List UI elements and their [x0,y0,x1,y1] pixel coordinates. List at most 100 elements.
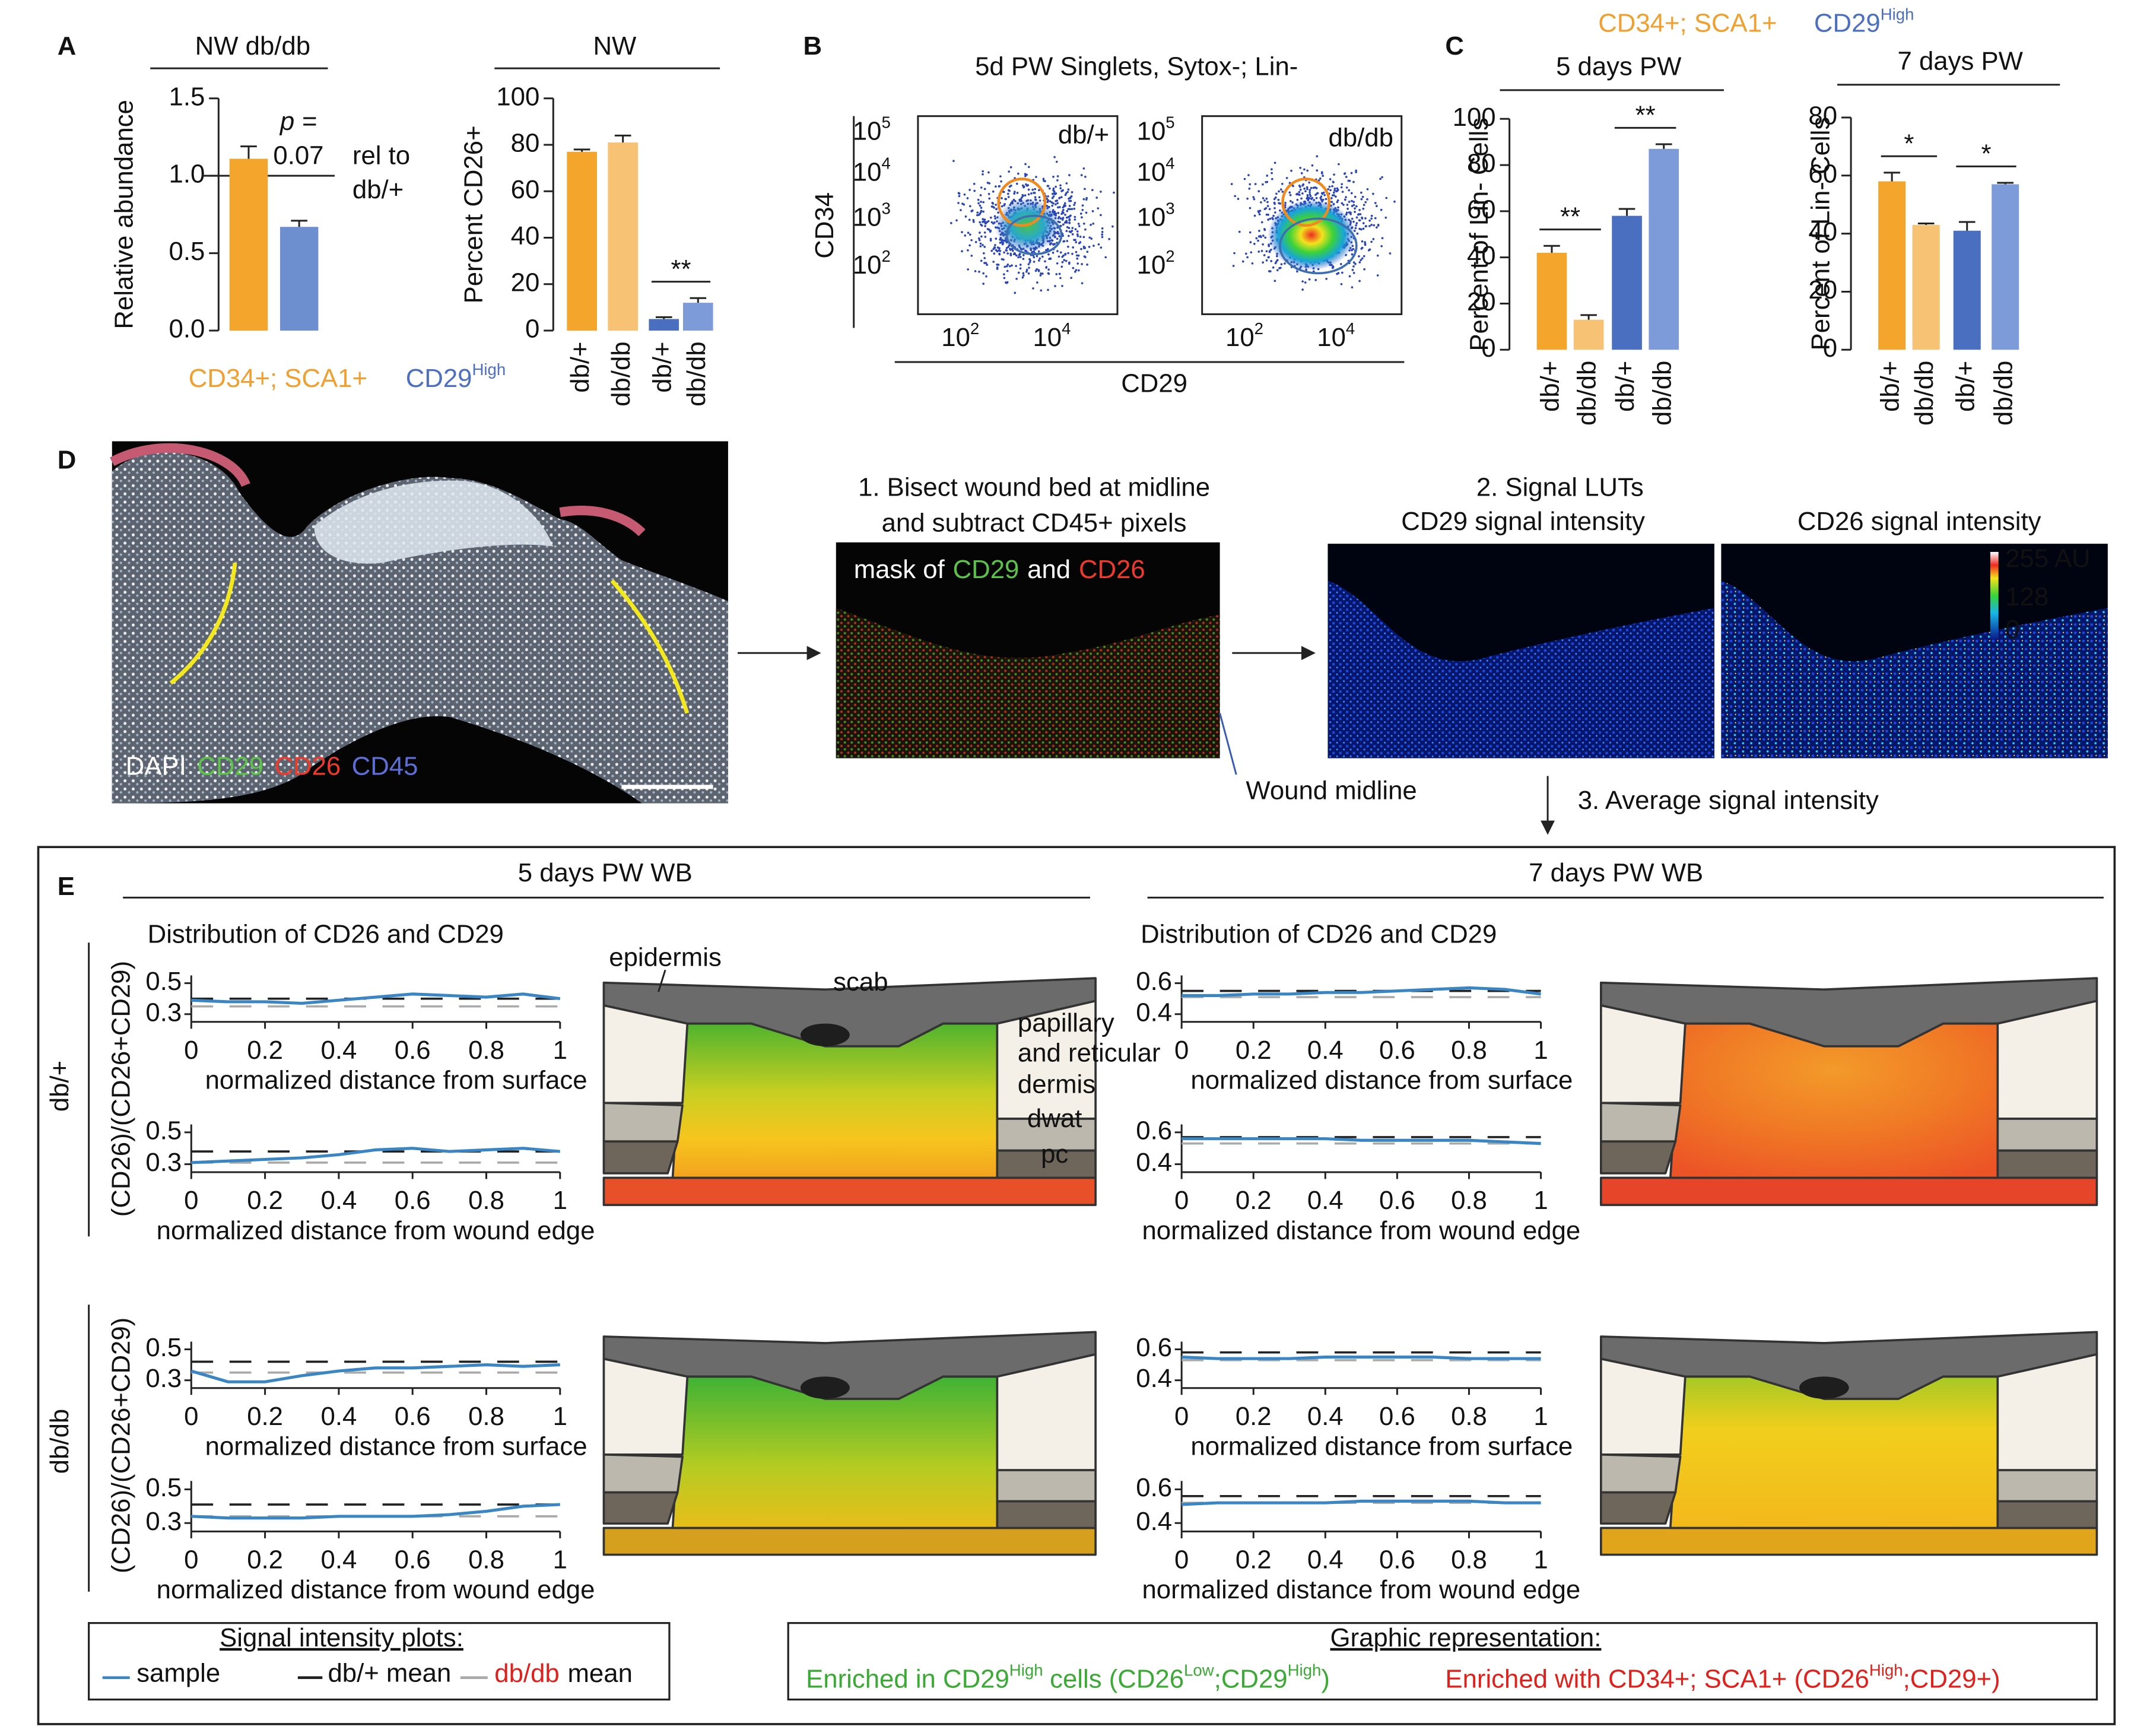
flow-event [1345,196,1347,199]
flow-event [987,220,990,223]
flow-event [1052,192,1054,195]
flow-event [1278,190,1280,193]
flow-event [1264,236,1267,239]
text-run: CD29 [953,555,1020,584]
flow-event [1059,217,1062,220]
text-run: 5 [881,113,890,131]
y-tick-label: 0 [525,315,539,344]
flow-event [1069,214,1072,217]
flow-event [1003,277,1006,280]
flow-event [1309,193,1311,196]
x-axis-label: normalized distance from surface [1190,1432,1573,1461]
x-tick-label: 1 [1533,1402,1548,1431]
flow-event [1359,213,1362,215]
y-tick-label: 103 [1137,199,1175,231]
flow-event [983,231,986,234]
flow-event [1377,224,1380,226]
x-tick-label: 0 [1174,1186,1189,1215]
flow-event [1290,169,1292,172]
flow-event [1017,256,1020,259]
flow-event [1077,269,1080,272]
flow-event [1273,161,1276,164]
x-tick-label: 0.8 [468,1545,504,1575]
y-axis-label: CD34 [810,192,839,259]
y-tick-label: 0 [1823,334,1837,363]
flow-event [980,201,982,203]
legend-entry: Enriched with CD34+; SCA1+ (CD26High;CD2… [1445,1661,2000,1693]
text-run: Low [1184,1661,1214,1679]
flow-event [1075,254,1078,257]
legend-title: Graphic representation: [1330,1623,1602,1652]
flow-event [1351,286,1354,288]
flow-event [1005,247,1008,249]
flow-event [1339,263,1342,265]
flow-event [1361,195,1364,198]
flow-event [976,214,979,217]
flow-event [1046,201,1049,204]
flow-event [1358,280,1361,283]
sample-line [191,1503,560,1520]
flow-event [1247,174,1250,176]
flow-event [1064,214,1066,216]
flow-event [1367,249,1370,252]
x-tick-label: 0.2 [247,1036,283,1065]
flow-event [983,262,986,264]
flow-event [1074,215,1076,218]
subtitle: Distribution of CD26 and CD29 [148,919,504,948]
flow-event [1301,192,1304,195]
flow-event [1279,202,1281,205]
flow-event [1091,210,1094,212]
y-tick-label: 0.4 [1136,1507,1172,1536]
flow-event [1104,256,1107,259]
flow-event [1079,241,1082,243]
flow-event [1370,240,1373,243]
flow-event [1045,266,1047,269]
text-run: CD26 [1079,555,1145,584]
flow-event [1233,252,1236,255]
y-tick-label: 40 [511,221,540,250]
y-tick-label: 105 [853,113,891,145]
x-tick-label: 0.4 [321,1545,357,1575]
flow-event [992,261,995,263]
flow-event [1358,227,1361,230]
flow-event [1008,189,1011,192]
flow-event [1055,192,1057,195]
flow-event [1341,202,1344,205]
flow-event [1028,266,1030,269]
flow-event [1266,205,1269,207]
flow-event [1285,177,1288,179]
y-tick-label: 20 [511,268,540,297]
x-tick-label: 0.2 [1236,1036,1272,1065]
x-tick-label: 0.2 [247,1402,283,1431]
flow-event [1352,180,1355,183]
flow-event [977,202,980,205]
flow-event [1372,192,1374,195]
significance-label: ** [1560,202,1580,231]
flow-event [1249,231,1252,234]
flow-event [1376,205,1378,207]
flow-event [1019,264,1022,266]
flow-event [1071,191,1074,193]
flow-event [1299,188,1302,191]
flow-event [1053,190,1056,193]
flow-event [1074,228,1077,231]
flow-event [964,215,967,218]
flow-event [1073,207,1076,210]
flow-event [1039,274,1042,277]
margin-line [610,579,690,714]
flow-event [1361,246,1364,249]
text-run: 10 [853,116,882,145]
text-run: 10 [1137,250,1166,279]
flow-event [1090,237,1093,240]
y-tick-label: 60 [511,175,540,204]
chart-title: NW db/db [195,31,310,61]
legend-entry: db/db mean [494,1659,633,1688]
flow-event [1063,204,1066,207]
flow-event [1263,228,1266,231]
flow-event [982,218,984,221]
flow-event [1028,261,1031,264]
mask-label: mask of CD29 and CD26 [854,555,1145,584]
flow-event [1268,250,1271,252]
flow-event [1017,172,1020,175]
